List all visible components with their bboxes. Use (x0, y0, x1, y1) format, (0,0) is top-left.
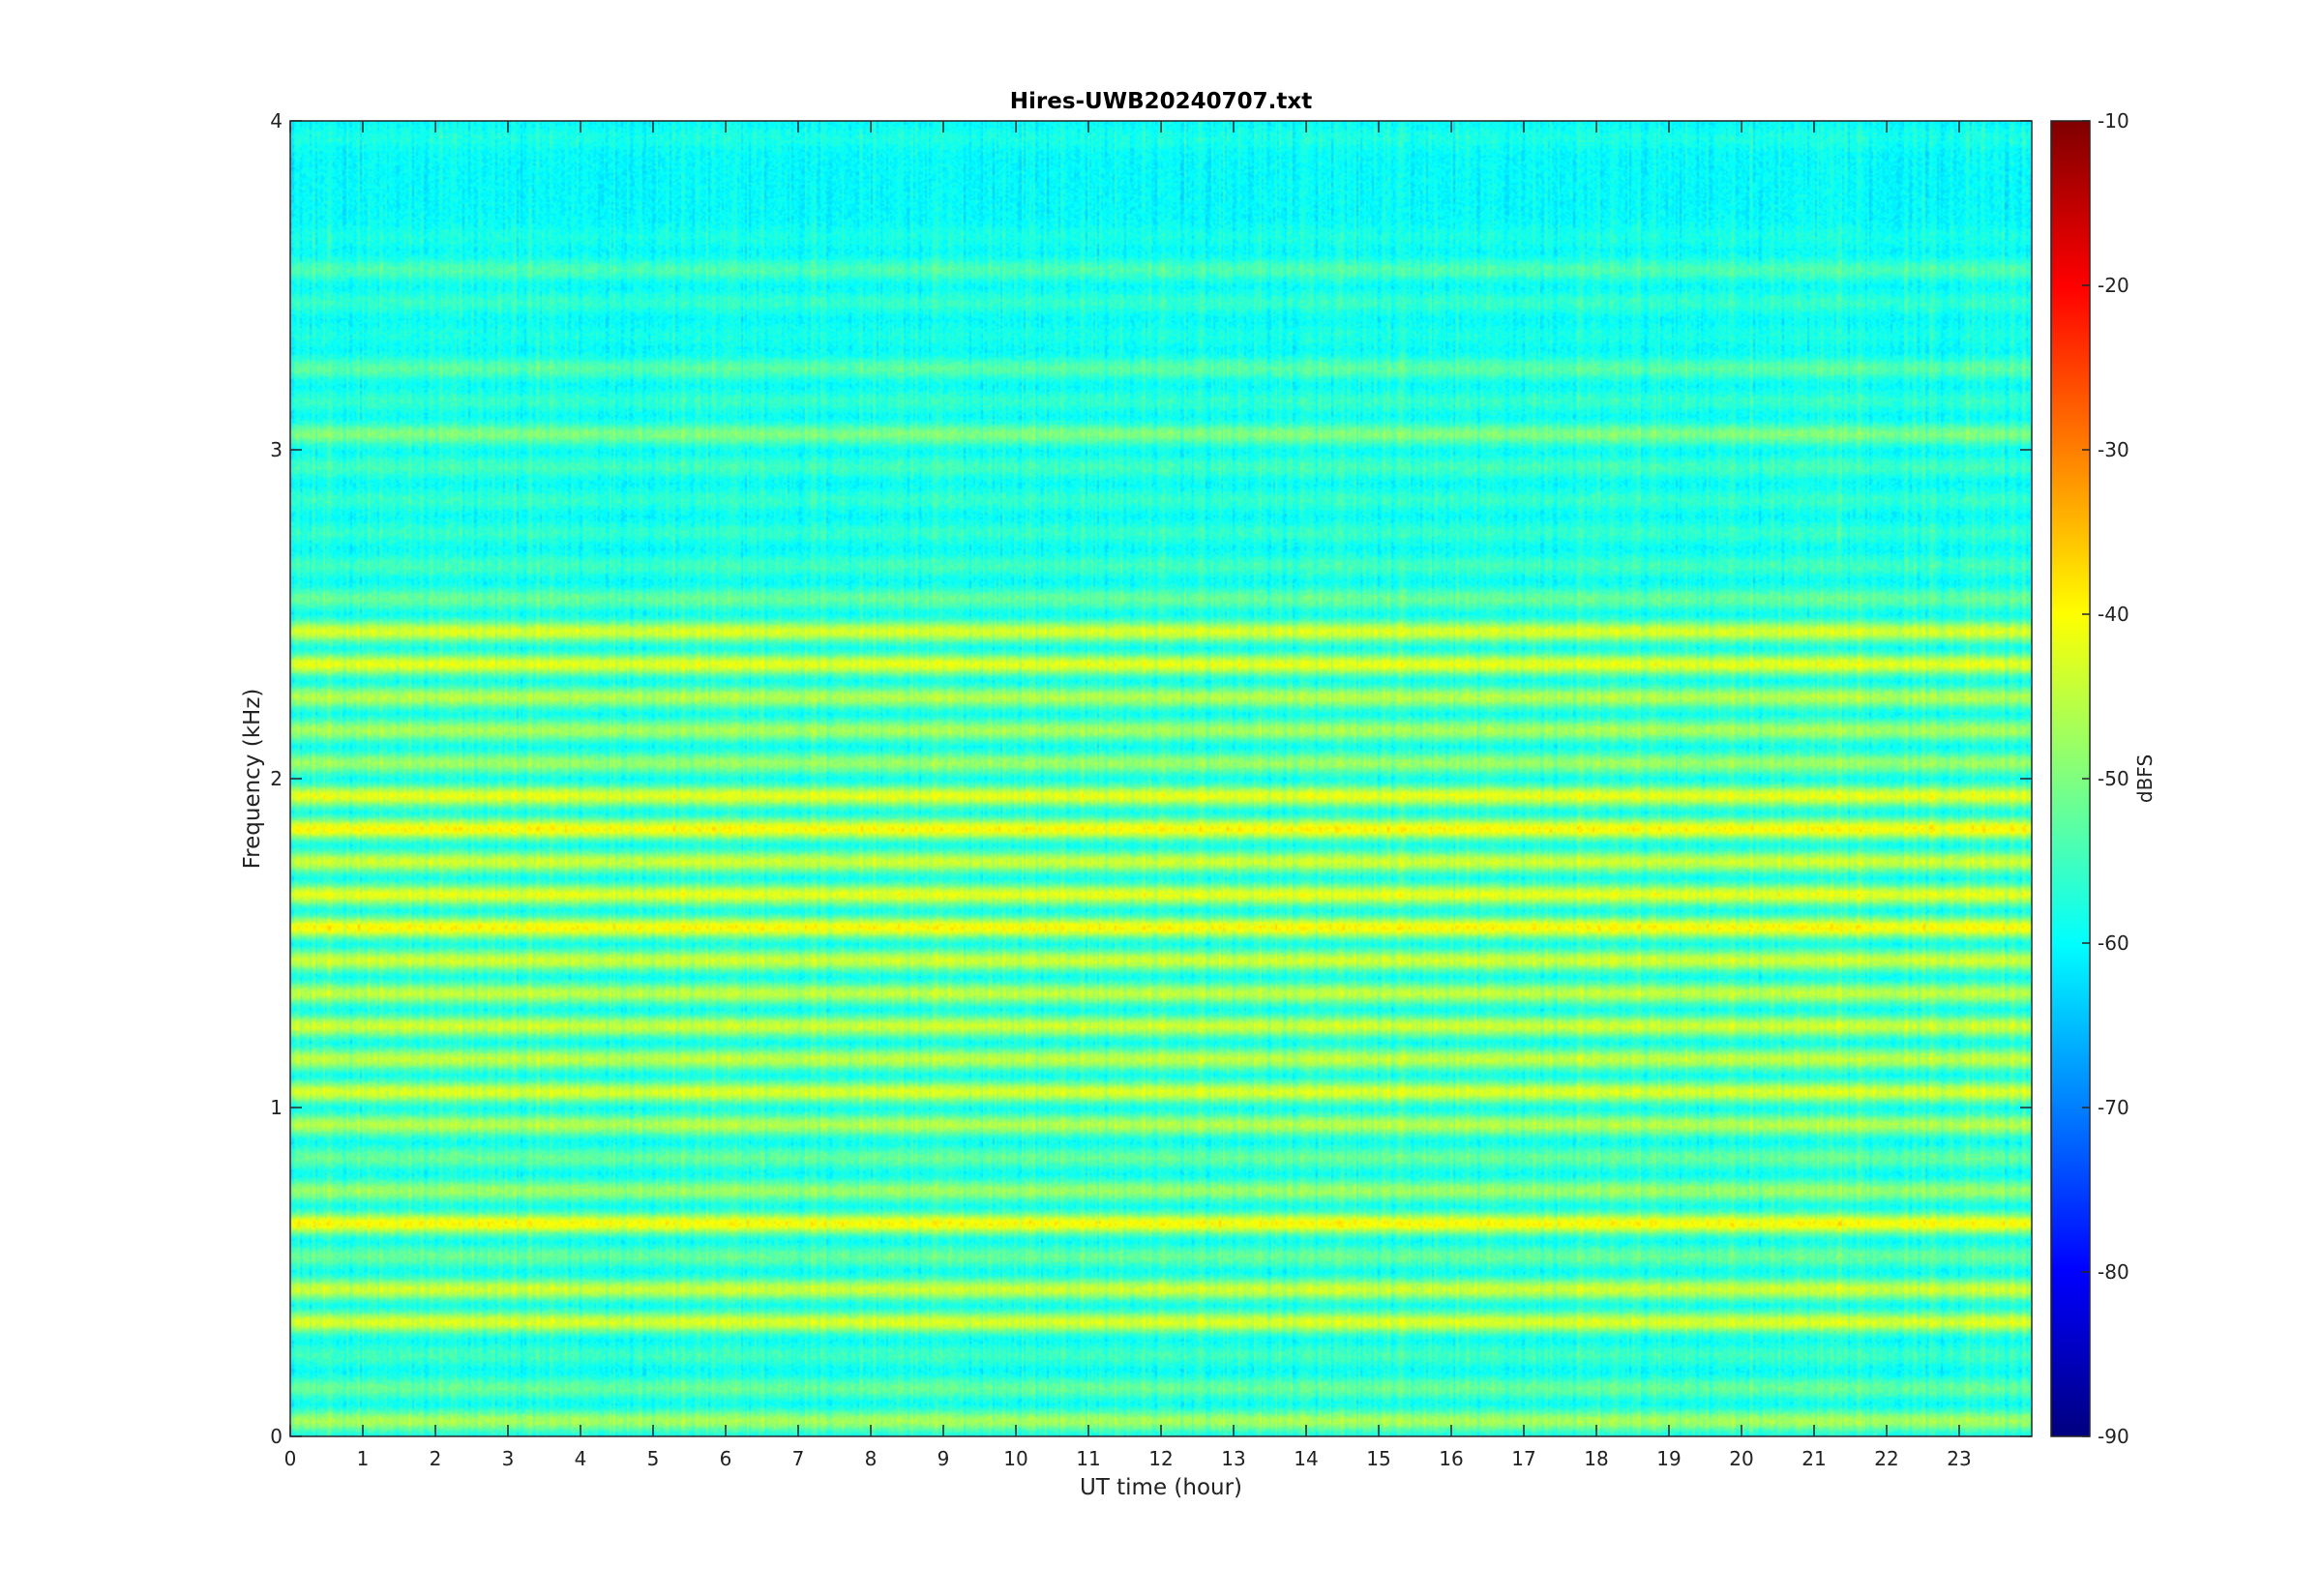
x-tick-label: 12 (1148, 1447, 1173, 1470)
colorbar-label: dBFS (2133, 754, 2157, 803)
plot-frame (289, 120, 2033, 1437)
colorbar-tick-label: -20 (2098, 274, 2129, 297)
colorbar-frame (2050, 120, 2091, 1437)
colorbar-tick-label: -40 (2098, 603, 2129, 626)
y-tick-label: 1 (270, 1096, 283, 1119)
x-tick-label: 3 (502, 1447, 515, 1470)
x-tick-label: 14 (1294, 1447, 1318, 1470)
x-tick-label: 17 (1511, 1447, 1535, 1470)
x-tick-label: 10 (1003, 1447, 1027, 1470)
x-tick-label: 4 (575, 1447, 587, 1470)
x-tick-label: 5 (647, 1447, 660, 1470)
x-tick-label: 20 (1729, 1447, 1753, 1470)
x-tick-label: 11 (1076, 1447, 1100, 1470)
y-axis-ticks: 0 1 2 3 4 (270, 109, 2032, 1448)
y-tick-label: 0 (270, 1425, 283, 1448)
y-tick-label: 2 (270, 767, 283, 790)
colorbar-ticks: -10 -20 -30 -40 -50 -60 -70 -80 -90 (2082, 109, 2129, 1448)
y-tick-label: 4 (270, 109, 283, 133)
x-tick-label: 7 (792, 1447, 805, 1470)
y-tick-label: 3 (270, 438, 283, 461)
x-axis-ticks: 0 1 2 3 4 5 6 7 8 9 10 11 12 13 14 15 16 17 18 19 20 21 22 23 (284, 121, 1972, 1470)
x-tick-label: 18 (1584, 1447, 1608, 1470)
spectrogram-image (290, 121, 2032, 1436)
x-tick-label: 9 (938, 1447, 950, 1470)
colorbar-tick-label: -30 (2098, 438, 2129, 461)
x-tick-label: 21 (1801, 1447, 1826, 1470)
colorbar-tick-label: -70 (2098, 1096, 2129, 1119)
x-tick-label: 19 (1656, 1447, 1681, 1470)
colorbar-tick-label: -50 (2098, 767, 2129, 790)
x-tick-label: 8 (865, 1447, 878, 1470)
x-tick-label: 2 (430, 1447, 442, 1470)
x-axis-label: UT time (hour) (1080, 1475, 1242, 1500)
x-tick-label: 16 (1439, 1447, 1463, 1470)
colorbar-tick-label: -60 (2098, 931, 2129, 955)
x-tick-label: 0 (284, 1447, 297, 1470)
colorbar-tick-label: -10 (2098, 109, 2129, 133)
x-tick-label: 6 (720, 1447, 732, 1470)
x-tick-label: 22 (1874, 1447, 1898, 1470)
chart-title: Hires-UWB20240707.txt (1010, 89, 1312, 114)
colorbar-tick-label: -80 (2098, 1260, 2129, 1284)
x-tick-label: 23 (1947, 1447, 1971, 1470)
y-axis-label: Frequency (kHz) (240, 689, 265, 870)
x-tick-label: 13 (1221, 1447, 1245, 1470)
x-tick-label: 1 (357, 1447, 370, 1470)
x-tick-label: 15 (1366, 1447, 1390, 1470)
colorbar-tick-label: -90 (2098, 1425, 2129, 1448)
